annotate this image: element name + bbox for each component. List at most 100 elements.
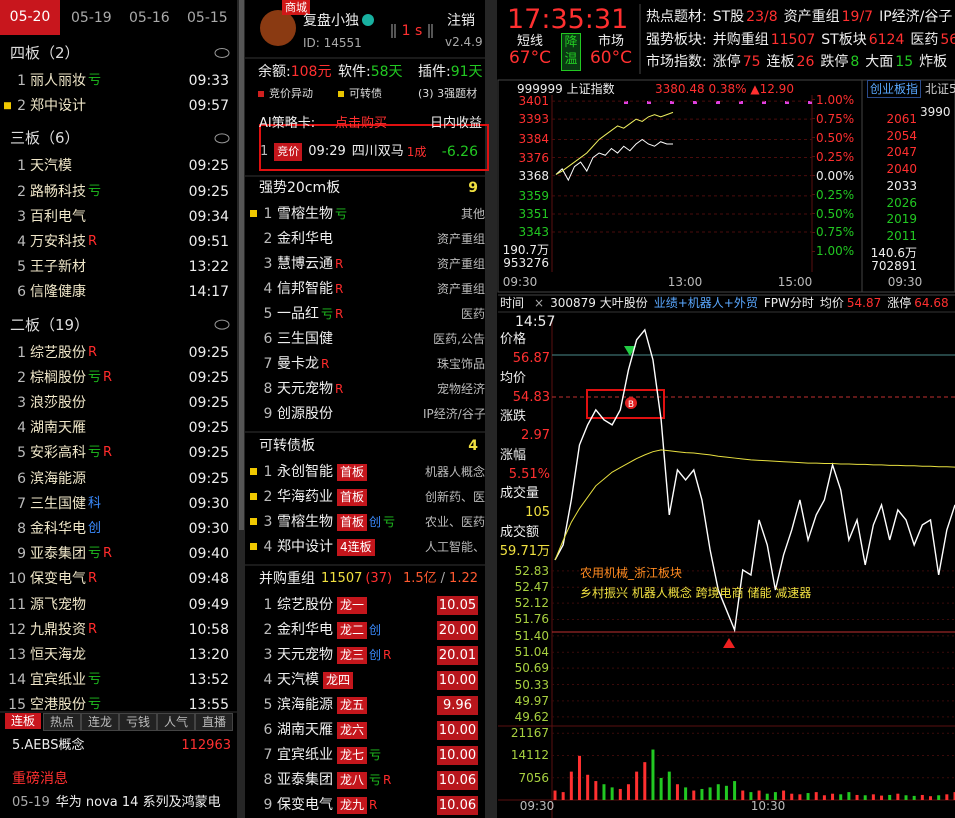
info-label: 成交额 xyxy=(500,524,540,540)
time: 13:55 xyxy=(188,697,229,714)
stock: 天汽模 龙四 xyxy=(277,671,354,689)
volume-bar xyxy=(675,784,679,800)
rank: 2 xyxy=(263,622,273,638)
summary-name: 并购重组 xyxy=(712,31,769,48)
stock-name: 九鼎投资 xyxy=(30,621,86,638)
y-tick-label: 2054 xyxy=(886,128,917,143)
summary-value: 8 xyxy=(850,54,860,70)
tag: 创 xyxy=(369,648,382,662)
volume-label: 953276 xyxy=(503,256,549,270)
stock: 天元宠物 龙三创 R xyxy=(277,646,391,664)
rank: 2 xyxy=(263,231,273,247)
short-label: 短线 xyxy=(516,34,544,49)
avatar xyxy=(260,10,296,46)
ai-label: AI策略卡: xyxy=(259,116,316,131)
volume-bar xyxy=(790,793,794,800)
stock: 三生国健科 xyxy=(30,495,101,513)
stock-name: 郑中设计 xyxy=(30,98,86,115)
stock: 金科华电创 xyxy=(30,520,101,538)
stock-name: 棕榈股份 xyxy=(30,369,86,386)
news-date: 05-19 xyxy=(12,795,50,810)
stock: 百利电气 xyxy=(30,208,86,226)
checkbox xyxy=(338,91,344,97)
index-code: 999999 上证指数 xyxy=(517,82,615,96)
signal-dot xyxy=(647,101,651,104)
marker xyxy=(4,102,11,110)
highlight-box xyxy=(259,124,489,171)
highlight-box xyxy=(586,389,665,419)
change: 20.01 xyxy=(437,646,478,665)
stock-name: 浪莎股份 xyxy=(30,395,86,411)
index-quote: 3380.48 0.38% ▲12.90 xyxy=(655,82,794,96)
stock: 滨海能源 xyxy=(30,470,86,488)
rank: 3 xyxy=(17,395,26,411)
annotation: 乡村振兴 机器人概念 跨境电商 储能 减速器 xyxy=(580,586,812,600)
info-label: 价格 xyxy=(500,332,527,347)
marker xyxy=(250,468,257,475)
summary-name: 资产重组 xyxy=(783,9,840,25)
volume-bar xyxy=(561,792,565,800)
volume-bar xyxy=(880,795,884,800)
stock: 金利华电 xyxy=(277,230,333,248)
summary-row: 强势板块: 并购重组 11507 ST板块 6124 医药 56 xyxy=(646,31,955,49)
sector: 资产重组 xyxy=(436,257,485,271)
summary-name: 大面 xyxy=(865,54,894,70)
badge: 竞价 xyxy=(274,143,303,161)
stock-name: 天汽模 xyxy=(277,672,319,688)
rank: 6 xyxy=(17,284,26,301)
y-tick-label: 51.04 xyxy=(514,645,549,660)
stat-label: 软件: xyxy=(338,64,371,80)
volume-label: 702891 xyxy=(871,259,917,273)
time: 13:52 xyxy=(188,672,229,689)
rank: 2 xyxy=(263,489,273,505)
tag: 亏 xyxy=(88,183,102,199)
section-title: 并购重组 11507 (37) xyxy=(259,570,392,588)
stat-value: 91天 xyxy=(450,64,483,80)
date-tab: 05-16 xyxy=(129,10,170,26)
stock-name: 三生国健 xyxy=(277,331,333,347)
y2-tick-label: 0.50% xyxy=(816,130,855,145)
volume-bar xyxy=(733,781,737,800)
signal-dot xyxy=(762,101,766,104)
price-line xyxy=(554,328,955,633)
volume-bar xyxy=(896,793,900,800)
option: 可转债 xyxy=(349,87,382,100)
marker xyxy=(250,518,257,525)
stock: 浪莎股份 xyxy=(30,394,86,412)
badge: 首板 xyxy=(337,463,368,481)
y-tick-label: 52.47 xyxy=(514,580,549,595)
signal-dot xyxy=(716,101,720,104)
stock: 信隆健康 xyxy=(30,283,86,301)
y-tick-label: 3401 xyxy=(518,94,549,109)
stock-name: 天汽模 xyxy=(30,158,72,175)
rank: 5 xyxy=(263,697,273,713)
stock-name: 恒天海龙 xyxy=(30,647,86,663)
time: 09:25 xyxy=(188,420,229,437)
rank: 3 xyxy=(263,256,273,272)
volume-bar xyxy=(937,795,941,800)
section-title: 强势20cm板 xyxy=(259,179,340,197)
tag: R xyxy=(88,234,98,249)
average-line xyxy=(554,449,955,561)
stock-name: 保变电气 xyxy=(30,571,86,588)
y-tick-label: 3376 xyxy=(518,150,549,165)
stat-label: 余额: xyxy=(258,64,291,80)
info-time: 14:57 xyxy=(515,314,556,330)
time: 09:25 xyxy=(188,395,229,411)
summary-name: 连板 xyxy=(766,54,795,70)
signal-dot xyxy=(808,101,812,104)
stock: 恒天海龙 xyxy=(30,646,86,664)
volume-bar xyxy=(765,793,769,800)
tag: R xyxy=(335,382,344,396)
signal-dot xyxy=(785,101,789,104)
index-line xyxy=(555,111,674,175)
volume-bar xyxy=(626,784,630,800)
buy-marker xyxy=(625,397,637,409)
y-tick-label: 50.69 xyxy=(514,661,549,676)
stock-name: 曼卡龙 xyxy=(277,356,319,372)
volume-bar xyxy=(888,794,892,800)
info-value: 2.97 xyxy=(521,428,550,443)
stock-name: 宜宾纸业 xyxy=(30,672,86,689)
badge: 商城 xyxy=(282,0,310,15)
rank: 3 xyxy=(263,514,273,530)
